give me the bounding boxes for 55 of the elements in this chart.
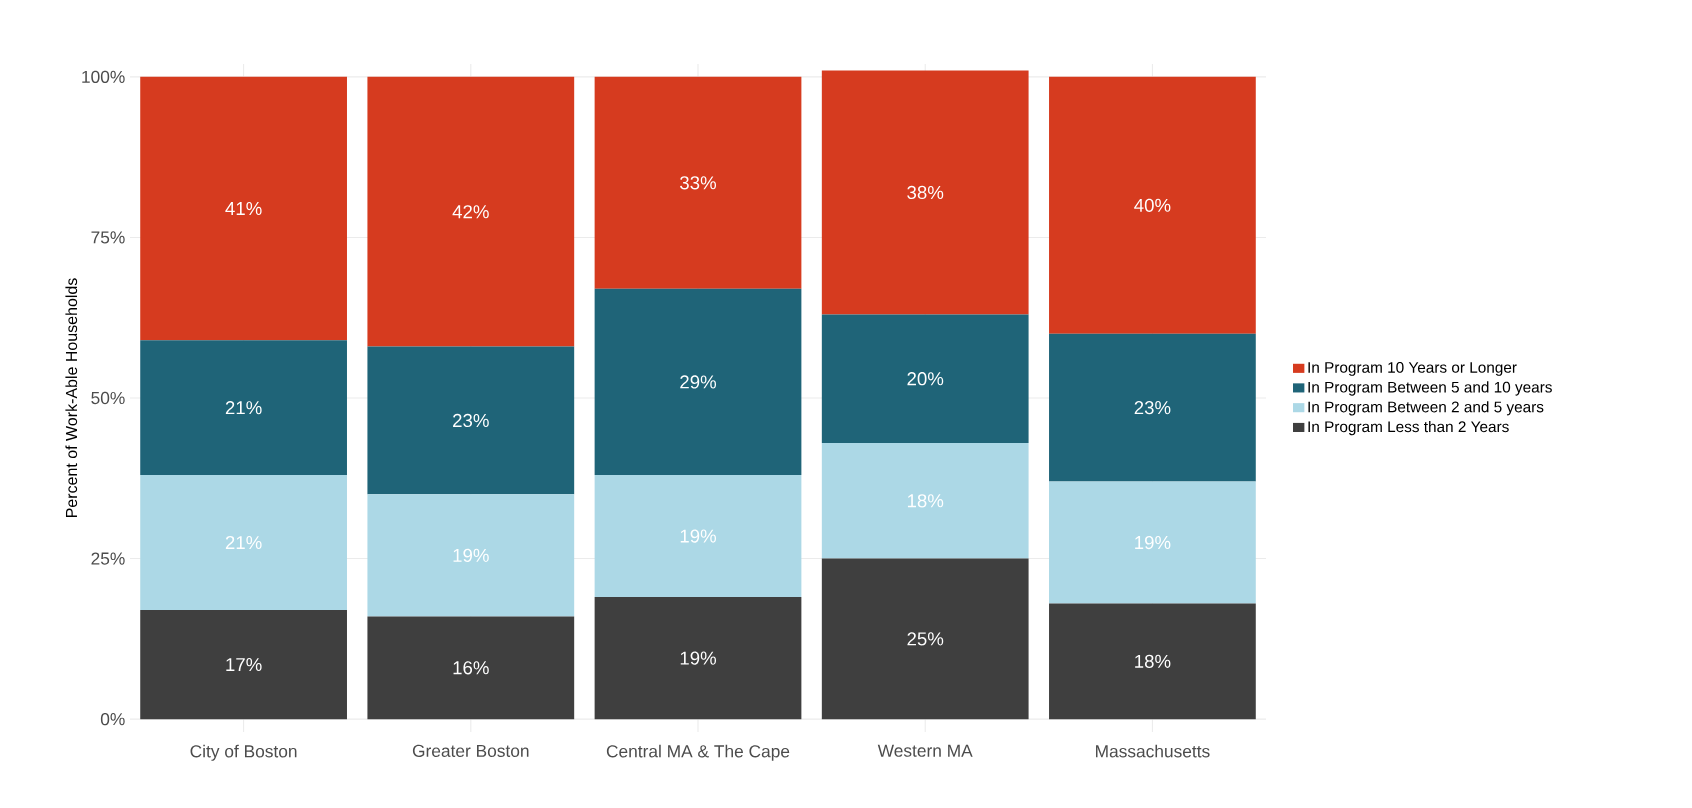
bar xyxy=(1049,333,1256,482)
data-label: 25% xyxy=(907,632,944,646)
x-tick-label: Greater Boston xyxy=(412,744,529,757)
data-label: 16% xyxy=(453,661,489,675)
data-label: 23% xyxy=(1134,401,1171,415)
data-label: 19% xyxy=(680,529,717,543)
bar xyxy=(1049,76,1256,334)
x-tick-label: Massachusetts xyxy=(1096,744,1210,758)
bar xyxy=(140,76,347,341)
y-axis-title: Percent of Work-Able Households xyxy=(65,278,78,518)
y-tick-label: 0% xyxy=(100,713,125,726)
data-label: 33% xyxy=(680,176,717,190)
bar xyxy=(140,340,347,476)
bar xyxy=(594,597,802,720)
bar xyxy=(821,314,1029,443)
legend-label: In Program Between 2 and 5 years xyxy=(1308,401,1544,416)
data-label: 20% xyxy=(907,372,944,386)
data-label: 23% xyxy=(453,413,489,428)
bar xyxy=(594,475,802,598)
data-label: 18% xyxy=(1135,654,1171,668)
data-label: 29% xyxy=(680,375,717,389)
data-label: 21% xyxy=(225,535,262,550)
legend-label: In Program 10 Years or Longer xyxy=(1308,361,1517,376)
bar xyxy=(140,609,347,720)
bar xyxy=(1049,481,1256,604)
x-tick-label: Central MA & The Cape xyxy=(606,744,790,761)
bar xyxy=(594,76,802,289)
data-label: 40% xyxy=(1134,198,1171,212)
bar xyxy=(594,288,802,476)
data-label: 21% xyxy=(225,401,262,415)
x-tick-label: Western MA xyxy=(877,744,973,757)
bar xyxy=(367,616,575,720)
data-label: 42% xyxy=(452,205,489,219)
y-tick-label: 25% xyxy=(91,552,125,565)
data-label: 19% xyxy=(453,548,489,562)
data-label: 41% xyxy=(225,201,262,216)
data-label: 19% xyxy=(1135,535,1171,550)
bar xyxy=(821,70,1029,315)
data-label: 18% xyxy=(907,494,944,508)
data-label: 17% xyxy=(226,658,262,672)
bar xyxy=(821,442,1029,559)
y-tick-label: 75% xyxy=(91,231,125,244)
bar xyxy=(367,76,575,347)
bar xyxy=(367,494,575,617)
y-tick-label: 100% xyxy=(82,70,125,83)
bar xyxy=(140,475,347,610)
y-tick-label: 50% xyxy=(91,391,125,405)
bar xyxy=(1049,603,1256,720)
data-label: 19% xyxy=(680,651,717,665)
data-label: 38% xyxy=(907,185,944,200)
bar xyxy=(367,346,575,495)
bar xyxy=(821,558,1029,720)
legend-label: In Program Between 5 and 10 years xyxy=(1308,381,1552,396)
x-tick-label: City of Boston xyxy=(190,744,297,761)
legend-label: In Program Less than 2 Years xyxy=(1308,420,1509,436)
